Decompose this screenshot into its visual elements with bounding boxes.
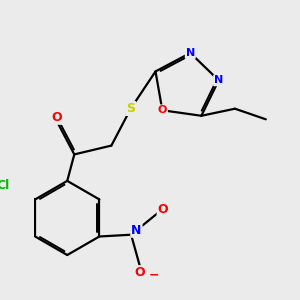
Text: N: N xyxy=(214,75,223,85)
Text: O: O xyxy=(51,111,62,124)
Text: Cl: Cl xyxy=(0,179,10,192)
Text: O: O xyxy=(158,202,168,216)
Text: O: O xyxy=(158,105,167,115)
Text: N: N xyxy=(131,224,142,237)
Text: O: O xyxy=(135,266,145,279)
Text: S: S xyxy=(126,102,135,115)
Text: −: − xyxy=(149,269,159,282)
Text: N: N xyxy=(186,48,195,58)
